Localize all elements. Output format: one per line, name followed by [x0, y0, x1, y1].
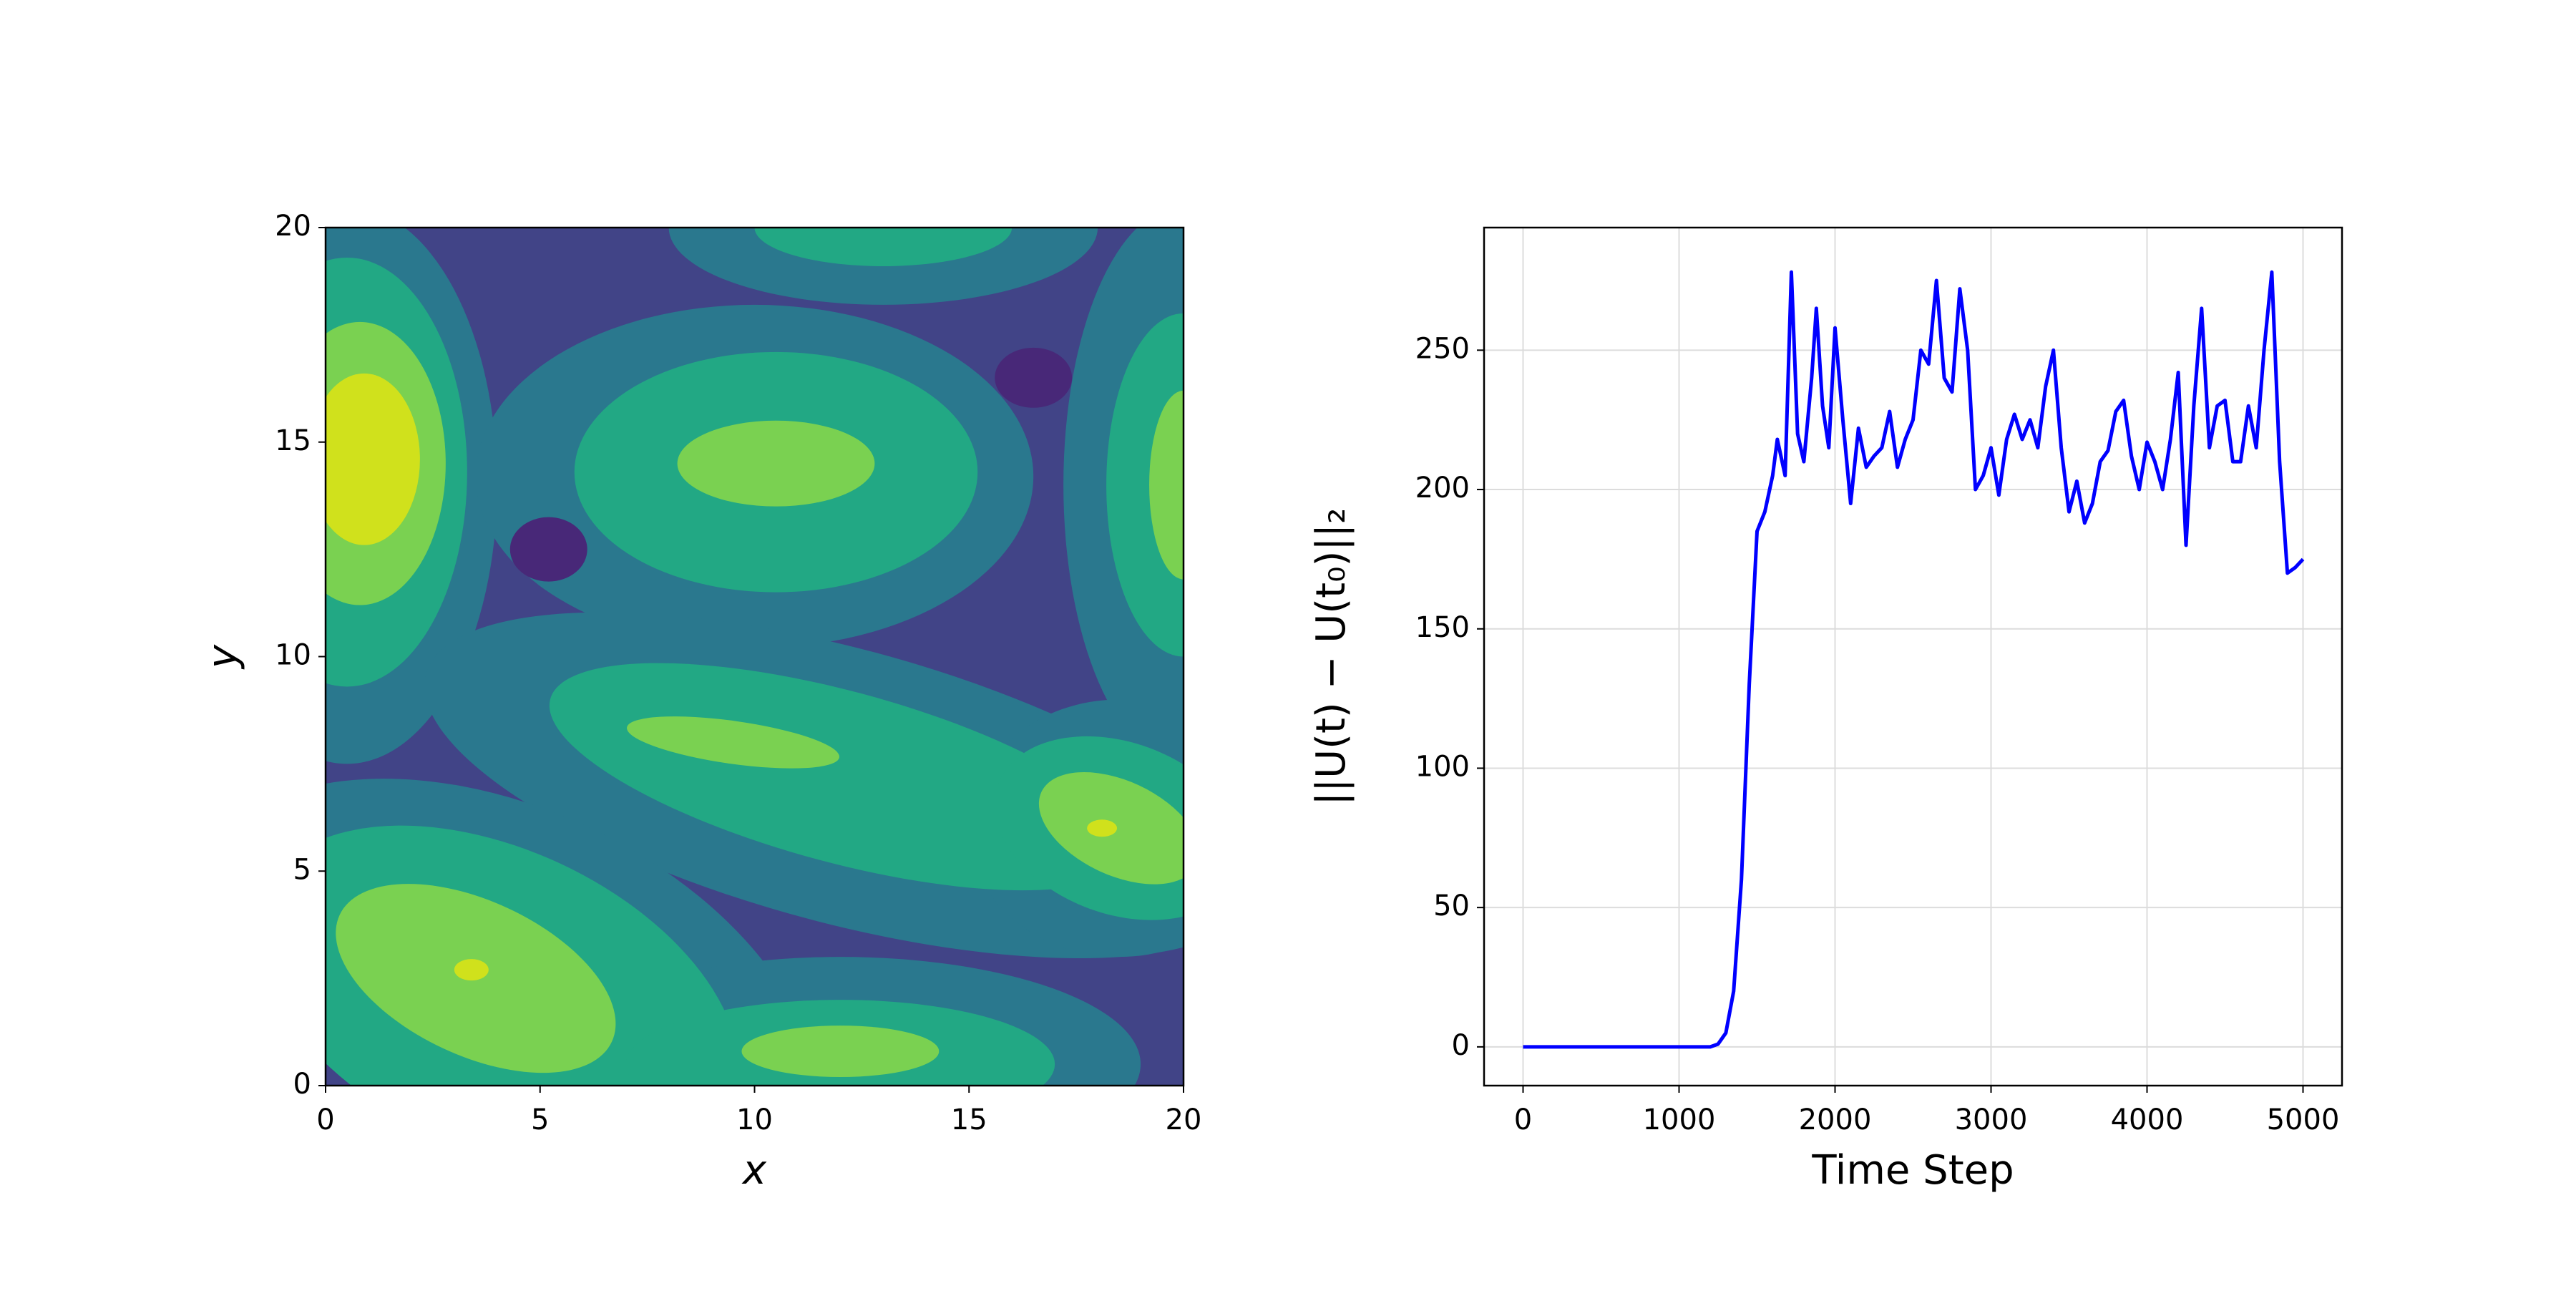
y-tick-label: 10 — [275, 639, 311, 672]
x-tick-label: 2000 — [1799, 1104, 1872, 1136]
x-tick-label: 3000 — [1955, 1104, 2028, 1136]
y-tick-label: 250 — [1415, 332, 1470, 365]
y-tick-label: 15 — [275, 424, 311, 457]
x-axis-label: Time Step — [1811, 1147, 2014, 1194]
y-tick-label: 5 — [293, 853, 311, 886]
x-axis-label: x — [741, 1147, 767, 1194]
x-tick-label: 15 — [951, 1104, 987, 1136]
x-tick-label: 0 — [316, 1104, 334, 1136]
y-tick-label: 150 — [1415, 611, 1470, 644]
x-tick-label: 4000 — [2111, 1104, 2184, 1136]
line — [1523, 270, 2305, 1049]
x-tick-label: 10 — [736, 1104, 773, 1136]
x-tick-label: 20 — [1166, 1104, 1202, 1136]
y-tick-label: 0 — [293, 1068, 311, 1101]
y-tick-label: 100 — [1415, 750, 1470, 783]
x-tick-label: 5 — [531, 1104, 549, 1136]
y-axis-label: ||U(t) − U(t₀)||₂ — [1308, 507, 1355, 805]
axes-frame — [1483, 226, 2343, 1087]
x-tick-label: 5000 — [2267, 1104, 2340, 1136]
y-tick-label: 20 — [275, 210, 311, 243]
x-tick-label: 0 — [1514, 1104, 1532, 1136]
y-tick-label: 200 — [1415, 472, 1470, 505]
x-tick-label: 1000 — [1643, 1104, 1716, 1136]
y-tick-label: 50 — [1433, 890, 1470, 922]
y-axis-label: y — [200, 644, 246, 670]
y-tick-label: 0 — [1452, 1029, 1470, 1062]
contour-fill — [326, 227, 1184, 1086]
